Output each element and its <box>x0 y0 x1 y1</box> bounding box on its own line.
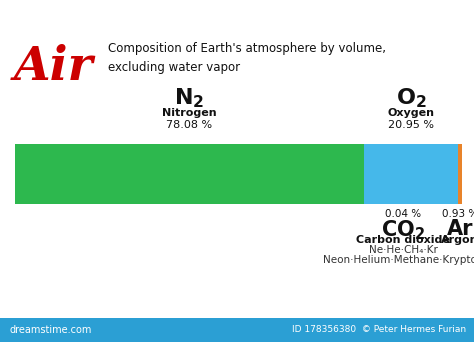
Text: Composition of Earth's atmosphere by volume,
excluding water vapor: Composition of Earth's atmosphere by vol… <box>108 42 386 74</box>
Text: Ne·He·CH₄·Kr: Ne·He·CH₄·Kr <box>369 245 438 255</box>
Text: dreamstime.com: dreamstime.com <box>10 325 92 335</box>
Bar <box>458 144 462 204</box>
Text: Air: Air <box>14 44 93 90</box>
Text: Oxygen: Oxygen <box>387 108 434 118</box>
Text: $\mathbf{N_2}$: $\mathbf{N_2}$ <box>174 87 205 110</box>
Bar <box>0 318 474 342</box>
Text: Argon: Argon <box>441 235 474 245</box>
Bar <box>364 144 458 204</box>
Text: 0.93 %: 0.93 % <box>442 209 474 219</box>
Text: $\mathbf{CO_2}$: $\mathbf{CO_2}$ <box>381 218 426 241</box>
Text: Neon·Helium·Methane·Krypton: Neon·Helium·Methane·Krypton <box>323 255 474 265</box>
Bar <box>15 144 364 204</box>
Text: Nitrogen: Nitrogen <box>162 108 217 118</box>
Text: Carbon dioxide: Carbon dioxide <box>356 235 450 245</box>
Text: 0.04 %: 0.04 % <box>385 209 421 219</box>
Text: Ar: Ar <box>447 219 473 239</box>
Text: $\mathbf{O_2}$: $\mathbf{O_2}$ <box>395 87 426 110</box>
Text: 78.08 %: 78.08 % <box>166 120 212 130</box>
Text: ID 178356380  © Peter Hermes Furian: ID 178356380 © Peter Hermes Furian <box>292 326 466 334</box>
Text: 20.95 %: 20.95 % <box>388 120 434 130</box>
